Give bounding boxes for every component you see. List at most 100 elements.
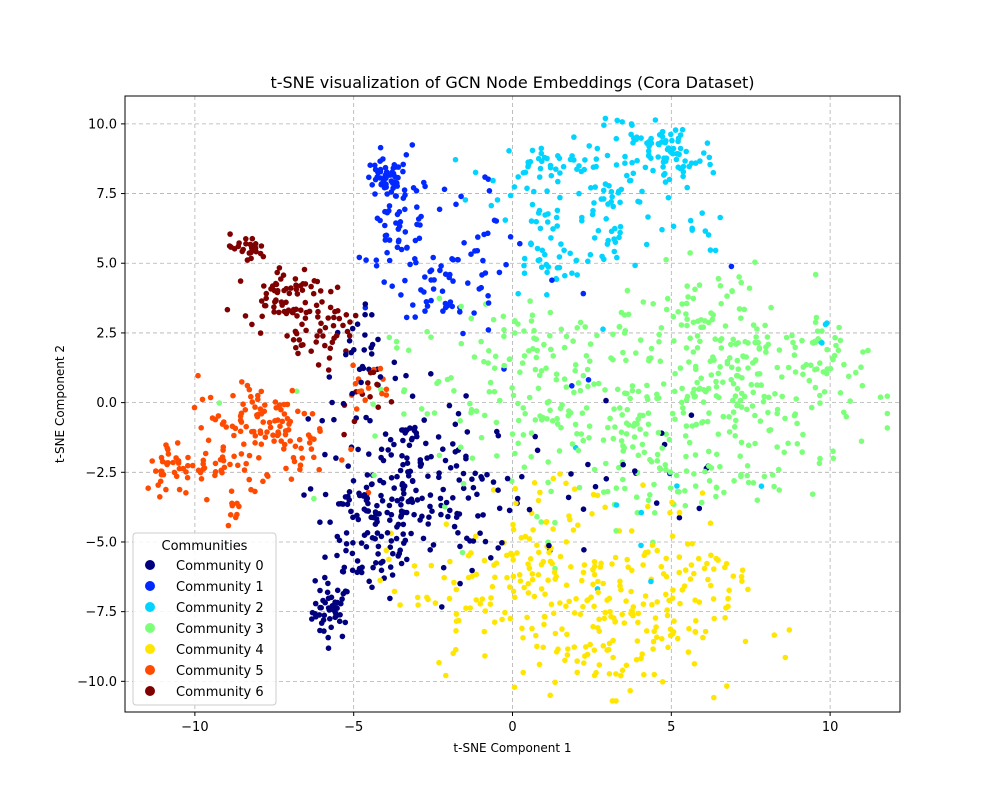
data-point-community-2 bbox=[507, 192, 514, 199]
data-point-community-4 bbox=[519, 625, 525, 632]
data-point-community-3 bbox=[698, 499, 705, 506]
data-point-community-0 bbox=[450, 495, 456, 501]
data-point-community-4 bbox=[598, 560, 604, 567]
data-point-community-0 bbox=[455, 410, 462, 417]
data-point-community-3 bbox=[611, 406, 617, 412]
data-point-community-3 bbox=[418, 406, 425, 412]
data-point-community-0 bbox=[397, 467, 404, 474]
data-point-community-4 bbox=[492, 574, 498, 581]
data-point-community-3 bbox=[693, 421, 700, 428]
data-point-community-3 bbox=[614, 386, 621, 393]
data-point-community-3 bbox=[690, 390, 696, 396]
data-point-community-5 bbox=[209, 415, 216, 421]
data-point-community-3 bbox=[820, 369, 827, 375]
data-point-community-2 bbox=[550, 226, 556, 232]
data-point-community-3 bbox=[651, 481, 657, 488]
data-point-community-6 bbox=[286, 290, 293, 297]
data-point-community-3 bbox=[538, 368, 545, 374]
data-point-community-3 bbox=[717, 364, 723, 370]
data-point-community-1 bbox=[383, 175, 389, 181]
data-point-community-6 bbox=[228, 244, 234, 250]
data-point-community-3 bbox=[622, 390, 628, 397]
data-point-community-0 bbox=[362, 311, 368, 318]
data-point-community-3 bbox=[634, 509, 641, 516]
data-point-community-3 bbox=[528, 454, 534, 460]
data-point-community-4 bbox=[676, 509, 683, 516]
data-point-community-3 bbox=[680, 410, 687, 416]
data-point-community-2 bbox=[680, 173, 686, 180]
data-point-community-3 bbox=[627, 395, 633, 402]
data-point-community-3 bbox=[512, 318, 518, 324]
data-point-community-5 bbox=[287, 438, 294, 444]
data-point-community-4 bbox=[607, 608, 613, 615]
data-point-community-5 bbox=[281, 441, 288, 448]
data-point-community-5 bbox=[275, 429, 281, 435]
data-point-community-3 bbox=[683, 423, 690, 429]
data-point-community-0 bbox=[450, 441, 456, 447]
data-point-community-2 bbox=[515, 174, 521, 180]
data-point-community-2 bbox=[521, 270, 528, 277]
data-point-community-2 bbox=[588, 185, 594, 191]
data-point-community-0 bbox=[453, 463, 460, 469]
data-point-community-4 bbox=[482, 653, 488, 659]
data-point-community-3 bbox=[531, 327, 537, 334]
legend-marker bbox=[145, 665, 155, 675]
data-point-community-3 bbox=[814, 328, 821, 335]
data-point-community-0 bbox=[368, 351, 375, 357]
data-point-community-3 bbox=[817, 360, 823, 366]
data-point-community-2 bbox=[600, 187, 607, 194]
data-point-community-3 bbox=[742, 338, 748, 345]
data-point-community-5 bbox=[234, 500, 240, 507]
data-point-community-4 bbox=[526, 536, 533, 542]
data-point-community-3 bbox=[578, 431, 585, 437]
data-point-community-4 bbox=[397, 602, 403, 608]
data-point-community-0 bbox=[419, 495, 425, 502]
data-point-community-0 bbox=[414, 497, 421, 503]
data-point-community-5 bbox=[383, 386, 390, 393]
data-point-community-0 bbox=[427, 503, 433, 510]
data-point-community-1 bbox=[549, 277, 555, 284]
data-point-community-4 bbox=[564, 631, 570, 638]
data-point-community-3 bbox=[554, 415, 560, 422]
data-point-community-3 bbox=[424, 328, 430, 335]
data-point-community-4 bbox=[550, 610, 557, 617]
data-point-community-4 bbox=[550, 475, 557, 482]
data-point-community-3 bbox=[657, 358, 664, 365]
data-point-community-4 bbox=[669, 533, 676, 539]
data-point-community-3 bbox=[740, 353, 747, 360]
data-point-community-3 bbox=[401, 388, 407, 395]
data-point-community-5 bbox=[225, 522, 232, 529]
data-point-community-6 bbox=[347, 319, 353, 325]
data-point-community-3 bbox=[761, 473, 768, 480]
data-point-community-3 bbox=[768, 304, 774, 311]
data-point-community-3 bbox=[727, 355, 733, 361]
data-point-community-0 bbox=[334, 552, 340, 559]
data-point-community-3 bbox=[548, 346, 554, 353]
data-point-community-0 bbox=[336, 537, 343, 544]
data-point-community-4 bbox=[571, 486, 578, 492]
data-point-community-3 bbox=[809, 491, 816, 498]
data-point-community-5 bbox=[246, 476, 252, 483]
data-point-community-6 bbox=[299, 287, 306, 294]
data-point-community-0 bbox=[472, 470, 479, 477]
data-point-community-0 bbox=[474, 491, 480, 498]
data-point-community-3 bbox=[731, 424, 738, 430]
data-point-community-2 bbox=[538, 264, 545, 271]
data-point-community-1 bbox=[398, 292, 404, 298]
data-point-community-4 bbox=[591, 558, 598, 565]
data-point-community-5 bbox=[252, 440, 258, 446]
data-point-community-6 bbox=[276, 265, 283, 271]
data-point-community-3 bbox=[515, 400, 521, 407]
data-point-community-6 bbox=[346, 333, 353, 339]
data-point-community-4 bbox=[705, 576, 711, 583]
data-point-community-0 bbox=[495, 432, 502, 439]
data-point-community-2 bbox=[560, 163, 567, 170]
data-point-community-1 bbox=[438, 263, 444, 269]
data-point-community-0 bbox=[446, 402, 453, 409]
data-point-community-3 bbox=[705, 448, 712, 455]
data-point-community-4 bbox=[415, 602, 421, 608]
data-point-community-3 bbox=[741, 306, 747, 313]
data-point-community-3 bbox=[817, 392, 823, 399]
data-point-community-3 bbox=[692, 286, 698, 293]
data-point-community-3 bbox=[693, 366, 699, 373]
